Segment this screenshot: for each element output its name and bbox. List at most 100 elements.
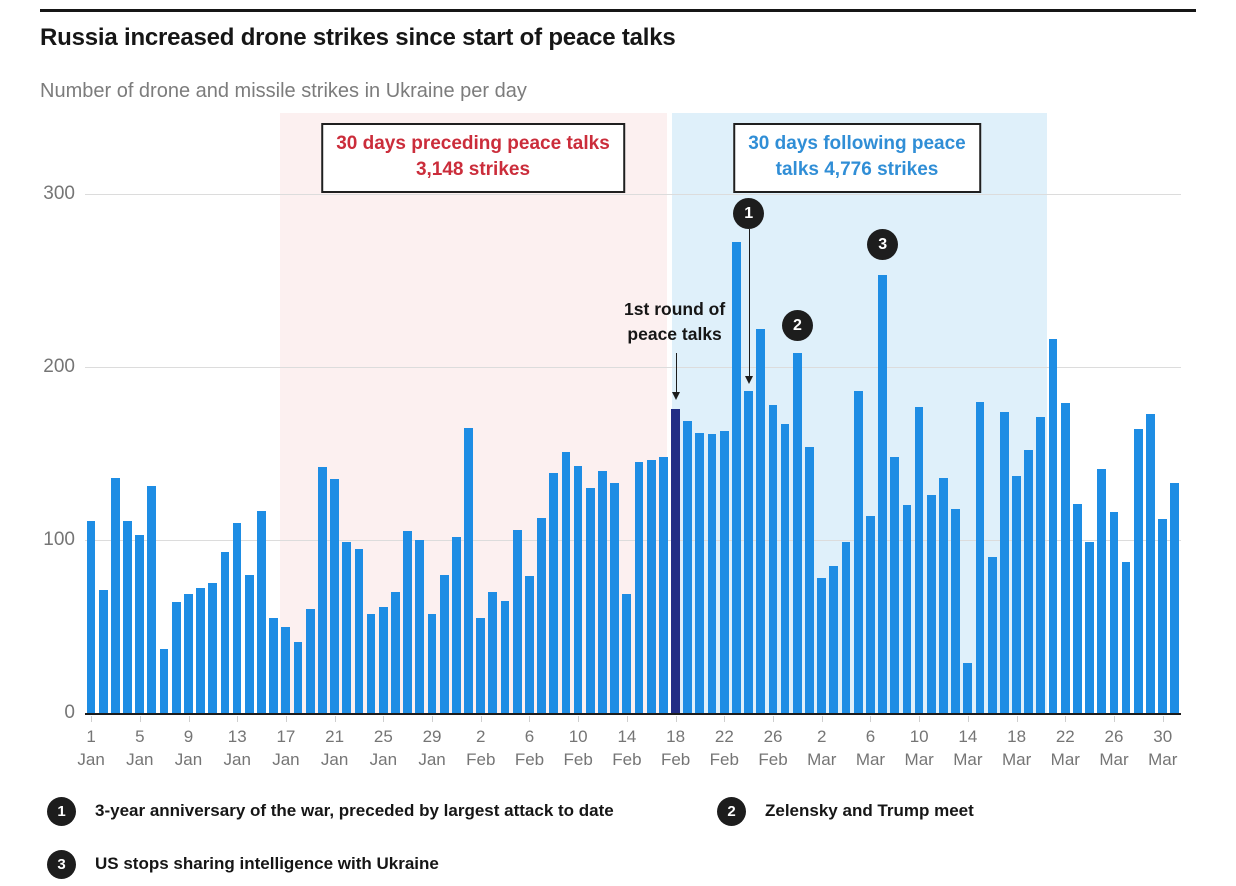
x-tick-day: 22 — [1055, 727, 1075, 746]
x-tick-month: Jan — [126, 750, 154, 769]
x-tickmark — [967, 716, 969, 722]
marker-1-arrowhead — [744, 376, 753, 385]
x-tickmark — [529, 716, 531, 722]
bar — [598, 470, 607, 713]
bar — [1146, 413, 1155, 713]
bar — [135, 534, 145, 713]
x-tickmark — [773, 716, 775, 722]
bar — [330, 479, 339, 713]
x-tick-day: 5 — [135, 727, 145, 746]
bar — [914, 406, 924, 713]
x-tick-month: Mar — [1050, 750, 1080, 769]
x-tick-day: 17 — [276, 727, 296, 746]
x-tickmark — [480, 716, 482, 722]
x-tick-day: 10 — [568, 727, 588, 746]
gridline-100 — [85, 540, 1181, 541]
bar — [1097, 469, 1107, 713]
annotation-arrow-line — [675, 353, 677, 393]
bar — [987, 557, 997, 713]
x-tick-month: Jan — [320, 750, 349, 769]
bar — [208, 583, 218, 713]
x-tick-day: 26 — [763, 727, 783, 746]
x-tickmark — [1114, 716, 1116, 722]
x-tick-month: Mar — [1099, 750, 1129, 769]
x-tickmark — [578, 716, 580, 722]
bar — [293, 642, 303, 713]
annotation-arrowhead — [671, 391, 680, 400]
bar — [354, 548, 364, 713]
x-axis-label: 22 Mar — [1035, 725, 1095, 771]
bar — [451, 536, 461, 713]
x-tick-day: 14 — [958, 727, 978, 746]
bar — [1158, 519, 1167, 713]
x-axis-label: 5 Jan — [110, 725, 170, 771]
bar — [1109, 512, 1119, 713]
following-period-total: talks 4,776 strikes — [775, 159, 939, 180]
x-axis-label: 2 Mar — [792, 725, 852, 771]
bar — [1048, 339, 1058, 713]
bar — [403, 531, 412, 713]
bar — [610, 482, 619, 713]
bar — [853, 391, 863, 713]
event-marker-3: 3 — [867, 228, 899, 260]
bar — [792, 353, 802, 713]
x-tickmark — [724, 716, 726, 722]
x-tick-day: 6 — [865, 727, 876, 746]
footnote-2-badge: 2 — [717, 797, 746, 826]
x-tick-day: 21 — [325, 727, 345, 746]
x-tickmark — [139, 716, 141, 722]
bar — [269, 617, 279, 713]
bar — [110, 477, 120, 713]
bar — [744, 391, 753, 713]
bar — [890, 456, 900, 713]
bar — [780, 424, 790, 713]
bar — [476, 617, 486, 713]
x-tickmark — [919, 716, 921, 722]
x-tick-day: 9 — [183, 727, 194, 746]
page-title: Russia increased drone strikes since sta… — [40, 24, 676, 51]
x-tickmark — [675, 716, 677, 722]
x-tick-day: 29 — [422, 727, 442, 746]
x-tick-month: Feb — [563, 750, 593, 769]
x-axis-label: 13 Jan — [207, 725, 267, 771]
x-tickmark — [285, 716, 287, 722]
x-tick-month: Mar — [1001, 750, 1032, 769]
bar — [512, 529, 522, 713]
bar — [841, 541, 851, 713]
x-tick-day: 6 — [524, 727, 535, 746]
bar — [829, 565, 839, 713]
x-tick-month: Feb — [514, 750, 545, 769]
bar — [525, 576, 534, 713]
x-tick-month: Mar — [1148, 750, 1178, 769]
top-divider — [40, 9, 1196, 12]
y-axis-label-200: 200 — [43, 356, 75, 377]
peace-talks-annotation: 1st round of peace talks — [624, 297, 725, 347]
bar — [196, 588, 205, 713]
bar — [549, 472, 559, 713]
preceding-period-total: 3,148 strikes — [415, 159, 531, 180]
x-axis-line — [85, 713, 1181, 715]
preceding-period-label: 30 days preceding peace talks — [336, 133, 610, 154]
x-tick-day: 26 — [1104, 727, 1124, 746]
bar — [305, 609, 315, 713]
x-tick-month: Feb — [709, 750, 739, 769]
bar — [415, 540, 425, 713]
marker-1-arrow-line — [748, 229, 750, 378]
x-tickmark — [1065, 716, 1067, 722]
bar — [123, 520, 132, 713]
x-tickmark — [334, 716, 336, 722]
x-tickmark — [383, 716, 385, 722]
bar — [1036, 417, 1046, 713]
x-tick-month: Feb — [612, 750, 642, 769]
bar — [975, 401, 985, 713]
x-axis-label: 10 Feb — [548, 725, 608, 771]
x-tick-month: Mar — [904, 750, 934, 769]
bar — [622, 593, 632, 713]
bar — [439, 574, 449, 713]
bar — [573, 465, 583, 713]
bar — [768, 405, 778, 713]
bar — [220, 552, 230, 713]
x-axis-label: 17 Jan — [256, 725, 316, 771]
x-tick-month: Jan — [418, 750, 446, 769]
x-tick-month: Feb — [758, 750, 788, 769]
